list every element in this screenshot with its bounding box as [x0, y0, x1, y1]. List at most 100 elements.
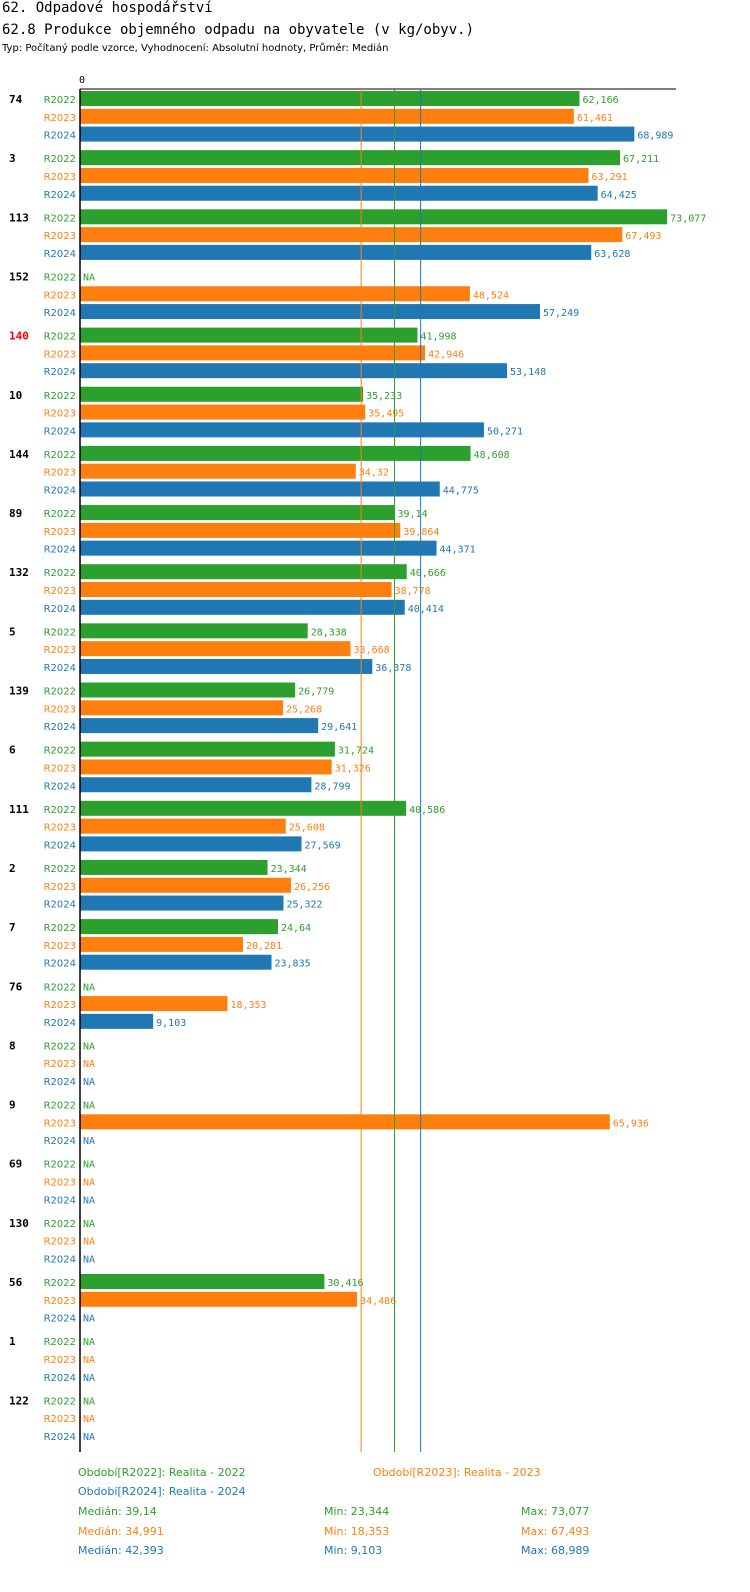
na-label: NA [83, 272, 95, 283]
bar [80, 540, 437, 556]
series-row-label: R2023 [44, 1296, 76, 1307]
bar [80, 700, 284, 716]
na-label: NA [83, 1101, 95, 1112]
series-row-label: R2022 [44, 95, 76, 106]
data-label: 73,077 [670, 213, 706, 224]
na-label: NA [83, 1337, 95, 1348]
na-label: NA [83, 1373, 95, 1384]
bar [80, 404, 366, 420]
series-row-label: R2023 [44, 1059, 76, 1070]
data-label: 24,64 [281, 923, 311, 934]
legend-r2022: Období[R2022]: Realita - 2022 [78, 1466, 246, 1479]
bar [80, 641, 351, 657]
group-label: 8 [9, 1039, 16, 1052]
data-label: 9,103 [156, 1018, 186, 1029]
series-row-label: R2022 [44, 568, 76, 579]
series-row-label: R2022 [44, 332, 76, 343]
bar [80, 209, 668, 225]
series-row-label: R2023 [44, 645, 76, 656]
series-row-label: R2024 [44, 1314, 76, 1325]
na-label: NA [83, 1178, 95, 1189]
na-label: NA [83, 1160, 95, 1171]
series-row-label: R2024 [44, 840, 76, 851]
x-tick-label: 0 [79, 75, 85, 86]
bar [80, 327, 418, 343]
bar [80, 996, 228, 1012]
na-label: NA [83, 1355, 95, 1366]
series-row-label: R2023 [44, 527, 76, 538]
series-row-label: R2023 [44, 704, 76, 715]
page-title: 62. Odpadové hospodářství [2, 0, 213, 16]
stat-max-r2024: Max: 68,989 [521, 1544, 590, 1557]
series-row-label: R2023 [44, 349, 76, 360]
na-label: NA [83, 1254, 95, 1265]
series-row-label: R2022 [44, 1160, 76, 1171]
data-label: 63,291 [592, 172, 628, 183]
stat-min-r2024: Min: 9,103 [324, 1544, 383, 1557]
series-row-label: R2024 [44, 131, 76, 142]
bar [80, 304, 540, 320]
series-row-label: R2022 [44, 746, 76, 757]
group-label: 3 [9, 152, 16, 165]
data-label: 48,524 [473, 290, 509, 301]
bar [80, 522, 401, 538]
data-label: 67,211 [623, 154, 659, 165]
series-row-label: R2024 [44, 900, 76, 911]
data-label: 64,425 [601, 190, 637, 201]
group-label: 89 [9, 507, 22, 520]
series-row-label: R2024 [44, 367, 76, 378]
na-label: NA [83, 1059, 95, 1070]
group-label: 76 [9, 980, 23, 993]
series-row-label: R2022 [44, 391, 76, 402]
series-row-label: R2022 [44, 1337, 76, 1348]
data-label: 35,233 [366, 391, 402, 402]
data-label: 23,835 [275, 959, 311, 970]
data-label: 40,414 [408, 604, 444, 615]
data-label: 53,148 [510, 367, 546, 378]
series-row-label: R2024 [44, 1254, 76, 1265]
series-row-label: R2024 [44, 663, 76, 674]
data-label: 20,281 [246, 941, 282, 952]
series-row-label: R2024 [44, 781, 76, 792]
bar [80, 422, 484, 438]
na-label: NA [83, 1237, 95, 1248]
series-row-label: R2024 [44, 604, 76, 615]
series-row-label: R2023 [44, 882, 76, 893]
series-row-label: R2023 [44, 586, 76, 597]
bar [80, 345, 426, 361]
bar [80, 481, 440, 497]
data-label: 25,268 [286, 704, 322, 715]
series-row-label: R2023 [44, 409, 76, 420]
data-label: 62,166 [583, 95, 619, 106]
data-label: 61,461 [577, 113, 613, 124]
legend-r2024: Období[R2024]: Realita - 2024 [78, 1485, 246, 1498]
group-label: 140 [9, 330, 29, 343]
data-label: 27,569 [305, 840, 341, 851]
na-label: NA [83, 1041, 95, 1052]
data-label: 26,256 [294, 882, 330, 893]
bar [80, 658, 373, 674]
bar [80, 836, 302, 852]
data-label: 31,326 [335, 763, 371, 774]
na-label: NA [83, 1077, 95, 1088]
data-label: 40,666 [410, 568, 446, 579]
series-row-label: R2022 [44, 1041, 76, 1052]
bar [80, 682, 296, 698]
bar [80, 895, 284, 911]
data-label: 44,775 [443, 486, 479, 497]
bar [80, 954, 272, 970]
bar [80, 859, 268, 875]
na-label: NA [83, 1136, 95, 1147]
data-label: 44,371 [440, 545, 476, 556]
data-label: 50,271 [487, 426, 523, 437]
bar [80, 877, 291, 893]
series-row-label: R2023 [44, 231, 76, 242]
bar [80, 445, 471, 461]
series-row-label: R2023 [44, 172, 76, 183]
series-row-label: R2024 [44, 1077, 76, 1088]
series-row-label: R2022 [44, 272, 76, 283]
data-label: 25,608 [289, 823, 325, 834]
bar [80, 150, 621, 166]
group-label: 1 [9, 1335, 16, 1348]
legend-r2023: Období[R2023]: Realita - 2023 [373, 1466, 541, 1479]
